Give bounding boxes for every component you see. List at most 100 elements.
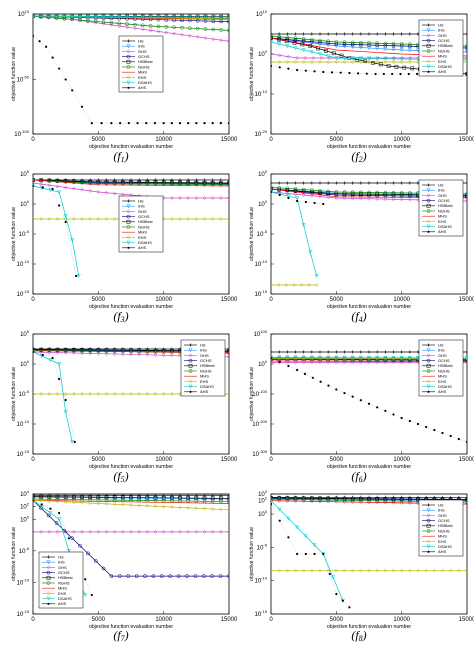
series-ihs-marker <box>161 181 166 186</box>
legend-entry: DSAHS <box>422 384 452 389</box>
series-nghs-marker <box>93 19 98 24</box>
series-ehs-marker <box>276 283 281 287</box>
legend-entry: EHS <box>422 59 447 64</box>
series-hs-marker <box>271 350 273 354</box>
series-ehs-marker <box>104 392 109 396</box>
series-gchs-marker <box>46 513 51 518</box>
y-tick-label: 102 <box>258 496 268 505</box>
chart-panel-f5: 0 5000 10000 15000 105 100 10-5 10-10 10-15 objec… <box>8 328 238 486</box>
y-tick-label: 10-5 <box>257 229 268 238</box>
legend-label: EHS <box>438 59 447 64</box>
series-ghs-marker <box>153 353 158 357</box>
legend-label: DSAHS <box>200 384 214 389</box>
y-axis-label: objective function value <box>249 527 255 581</box>
series-ehs-marker <box>285 568 290 573</box>
series-hs-marker <box>351 181 355 185</box>
series-hs-marker <box>285 32 289 36</box>
legend-marker <box>126 240 131 245</box>
series-ghs-marker <box>219 38 224 43</box>
series-gchs-marker <box>193 574 198 578</box>
x-tick-label: 15000 <box>459 457 474 463</box>
caption-subscript: 6 <box>358 475 363 484</box>
series-gchs-marker <box>309 39 314 44</box>
series-ghs-marker <box>286 54 291 59</box>
series-gchs-marker <box>326 41 331 46</box>
series-ghs-marker <box>140 27 145 32</box>
series-line <box>33 15 229 18</box>
caption-subscript: 4 <box>358 315 363 324</box>
series-ahs-marker <box>399 72 402 76</box>
y-tick-label: 100 <box>258 199 268 208</box>
series-dsahs-marker <box>70 440 75 445</box>
series-ihs-marker <box>161 496 166 501</box>
legend-label: HS <box>438 22 444 27</box>
legend-entry: GHS <box>122 209 147 214</box>
series-hs-marker <box>219 494 223 497</box>
legend-label: EHS <box>58 591 67 596</box>
legend-entry: IHS <box>122 44 145 49</box>
legend-marker <box>126 219 131 224</box>
legend-label: EHS <box>200 379 209 384</box>
series-nghs-marker <box>88 181 93 185</box>
series-nghs-marker <box>153 182 158 186</box>
panel-caption: (f6) <box>351 469 367 484</box>
series-ihs-marker <box>271 496 274 501</box>
series-dsahs-marker <box>57 517 62 522</box>
legend-marker <box>188 353 193 358</box>
series-nghs-marker <box>195 26 200 31</box>
series-nghs-marker <box>326 39 331 44</box>
series-hs-marker <box>326 350 330 354</box>
series-hs-marker <box>302 181 306 185</box>
series-ahs-marker <box>75 274 78 278</box>
series-ihs-marker <box>79 495 85 500</box>
series-ahs-marker <box>73 440 76 444</box>
series-nghs-marker <box>277 34 282 39</box>
series-dsahs-marker <box>63 410 68 415</box>
series-ghs-marker <box>120 352 125 357</box>
series-ehs-marker <box>277 356 282 361</box>
chart-panel-f6: 0 5000 10000 15000 10100 100 10-100 10-200 10-30… <box>246 328 474 486</box>
series-nghs-marker <box>318 38 322 43</box>
series-ehs-marker <box>161 504 166 509</box>
legend-marker <box>426 198 431 203</box>
series-nghs-marker <box>367 190 371 195</box>
series-gchs <box>33 498 229 578</box>
series-dsahs-marker <box>156 15 161 20</box>
series-ihs-marker <box>358 45 363 50</box>
series-hs-marker <box>375 350 379 354</box>
legend-label: HS <box>200 342 206 347</box>
series-ghs-marker <box>227 529 229 534</box>
legend-marker <box>126 235 131 240</box>
legend-label: AHS <box>438 69 447 74</box>
series-ghs-marker <box>112 191 117 196</box>
chart-svg-f5: 0 5000 10000 15000 105 100 10-5 10-10 10-15 objec… <box>11 329 238 470</box>
series-ihs-marker <box>164 15 169 20</box>
series-gchs-marker <box>293 38 298 43</box>
legend-entry: GHS <box>42 565 67 570</box>
series-nghs-marker <box>350 190 355 195</box>
y-tick-label: 10-10 <box>17 419 30 428</box>
legend-label: IHS <box>138 204 145 209</box>
series-dsahs <box>33 350 75 445</box>
series-ghs-marker <box>129 352 133 357</box>
series-dsahs-marker <box>271 40 274 45</box>
y-axis-label: objective function value <box>249 367 255 421</box>
y-axis-label: objective function value <box>11 47 17 101</box>
series-ihs-marker <box>326 497 331 502</box>
series-ghs-marker <box>202 196 207 200</box>
x-axis-label: objective function evaluation number <box>327 144 411 150</box>
series-ghs-marker <box>301 499 306 504</box>
y-axis-label: objective function value <box>249 47 255 101</box>
series-dsahs-marker <box>76 274 81 279</box>
legend-label: NGHS <box>138 224 150 229</box>
legend-label: HSBtest <box>438 523 454 528</box>
series-nghs-marker <box>399 191 404 195</box>
legend-entry: MHS <box>422 534 447 539</box>
series-hs-marker <box>211 494 215 497</box>
series-ahs-marker <box>119 121 122 125</box>
series-ahs <box>33 184 78 278</box>
series-ghs-marker <box>465 56 467 60</box>
series-gchs-marker <box>318 40 322 45</box>
series-nghs-marker <box>391 41 396 46</box>
series-ghs-marker <box>359 56 364 60</box>
